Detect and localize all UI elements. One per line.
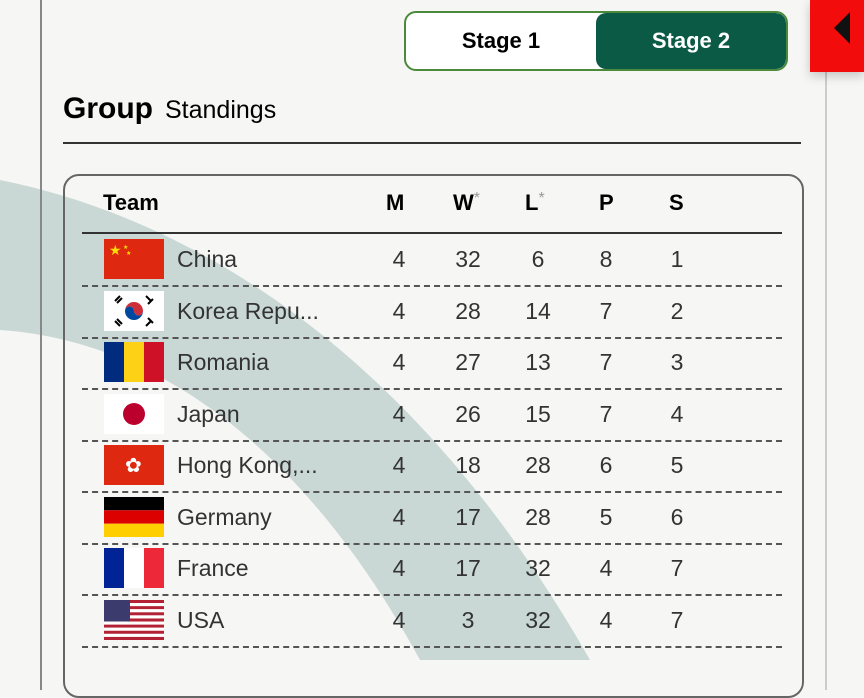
- table-row[interactable]: Japan 4 26 15 7 4: [82, 389, 782, 442]
- cell-p: 5: [599, 503, 613, 530]
- content-panel: [40, 0, 827, 690]
- stage-toggle[interactable]: Stage 1 Stage 2: [404, 11, 788, 71]
- cell-m: 4: [392, 349, 406, 375]
- germany-flag: [104, 496, 164, 537]
- table-row[interactable]: Korea Repu... 4 28 14 7 2: [82, 286, 782, 339]
- cell-p: 8: [599, 246, 613, 272]
- table-row[interactable]: France 4 17 32 4 7: [82, 543, 782, 596]
- collapse-side-button[interactable]: [810, 0, 864, 72]
- cell-m: 4: [392, 297, 406, 324]
- cell-w: 27: [455, 349, 481, 375]
- cell-s: 4: [670, 400, 684, 427]
- header-p[interactable]: P: [599, 190, 614, 215]
- cell-s: 5: [670, 452, 684, 478]
- cell-l: 6: [531, 246, 545, 272]
- cell-m: 4: [392, 452, 406, 478]
- title-bold: Group: [63, 92, 153, 125]
- title-rest: Standings: [165, 96, 277, 124]
- cell-w: 32: [455, 246, 481, 272]
- cell-l: 14: [525, 297, 551, 324]
- cell-p: 6: [599, 452, 613, 478]
- usa-flag: [104, 599, 164, 640]
- table-row[interactable]: Romania 4 27 13 7 3: [82, 337, 782, 390]
- table-row[interactable]: Germany 4 17 28 5 6: [82, 492, 782, 545]
- table-row[interactable]: USA 4 3 32 4 7: [82, 595, 782, 648]
- cell-l: 32: [525, 606, 551, 633]
- header-w-label: W: [453, 190, 474, 215]
- svg-text:★: ★: [126, 250, 131, 257]
- cell-w: 17: [455, 555, 481, 581]
- header-team: Team: [103, 190, 159, 215]
- header-l-label: L: [525, 190, 539, 215]
- cell-m: 4: [392, 606, 406, 633]
- caret-left-icon: [834, 12, 850, 44]
- cell-l: 28: [525, 452, 551, 478]
- cell-p: 4: [599, 606, 613, 633]
- cell-m: 4: [392, 503, 406, 530]
- japan-flag: [104, 393, 164, 434]
- table-header: Team M W* L* P S: [82, 188, 782, 234]
- header-l[interactable]: L*: [525, 190, 545, 216]
- france-flag: [104, 548, 164, 588]
- cell-s: 2: [670, 297, 684, 324]
- cell-w: 18: [455, 452, 481, 478]
- team-name[interactable]: Hong Kong,...: [177, 452, 318, 478]
- romania-flag: [104, 342, 164, 382]
- cell-l: 32: [525, 555, 551, 581]
- table-row[interactable]: ✿ Hong Kong,... 4 18 28 6 5: [82, 440, 782, 493]
- team-name[interactable]: Romania: [177, 349, 270, 375]
- cell-s: 3: [670, 349, 684, 375]
- china-flag: ★ ★ ★: [104, 239, 164, 279]
- svg-text:★: ★: [109, 242, 122, 258]
- cell-s: 6: [670, 503, 684, 530]
- cell-w: 17: [455, 503, 481, 530]
- cell-w: 3: [461, 606, 475, 633]
- tab-stage-1[interactable]: Stage 1: [461, 28, 541, 53]
- divider: [63, 142, 801, 144]
- cell-s: 1: [670, 246, 684, 272]
- team-name[interactable]: Japan: [177, 400, 240, 427]
- asterisk: *: [473, 190, 480, 207]
- svg-text:★: ★: [123, 244, 128, 251]
- cell-w: 28: [455, 297, 481, 324]
- header-m[interactable]: M: [386, 190, 405, 215]
- cell-p: 7: [599, 400, 613, 427]
- table-row[interactable]: ★ ★ ★ China 4 32 6 8 1: [82, 234, 782, 287]
- cell-p: 7: [599, 297, 613, 324]
- team-name[interactable]: France: [177, 555, 249, 581]
- hong-kong-flag: ✿: [104, 445, 164, 485]
- cell-l: 15: [525, 400, 551, 427]
- header-w[interactable]: W*: [453, 190, 480, 216]
- svg-text:✿: ✿: [125, 455, 142, 477]
- team-name[interactable]: Germany: [177, 503, 272, 530]
- cell-l: 28: [525, 503, 551, 530]
- team-name[interactable]: USA: [177, 606, 225, 633]
- page-title: Group Standings: [63, 92, 276, 126]
- cell-s: 7: [670, 606, 684, 633]
- tab-stage-2[interactable]: Stage 2: [596, 13, 786, 69]
- cell-m: 4: [392, 555, 406, 581]
- header-s[interactable]: S: [669, 190, 684, 215]
- cell-w: 26: [455, 400, 481, 427]
- cell-l: 13: [525, 349, 551, 375]
- cell-s: 7: [670, 555, 684, 581]
- cell-p: 7: [599, 349, 613, 375]
- cell-m: 4: [392, 400, 406, 427]
- team-name[interactable]: China: [177, 246, 238, 272]
- cell-m: 4: [392, 246, 406, 272]
- asterisk: *: [538, 190, 545, 207]
- team-name[interactable]: Korea Repu...: [177, 297, 319, 324]
- korea-flag: [104, 290, 164, 331]
- cell-p: 4: [599, 555, 613, 581]
